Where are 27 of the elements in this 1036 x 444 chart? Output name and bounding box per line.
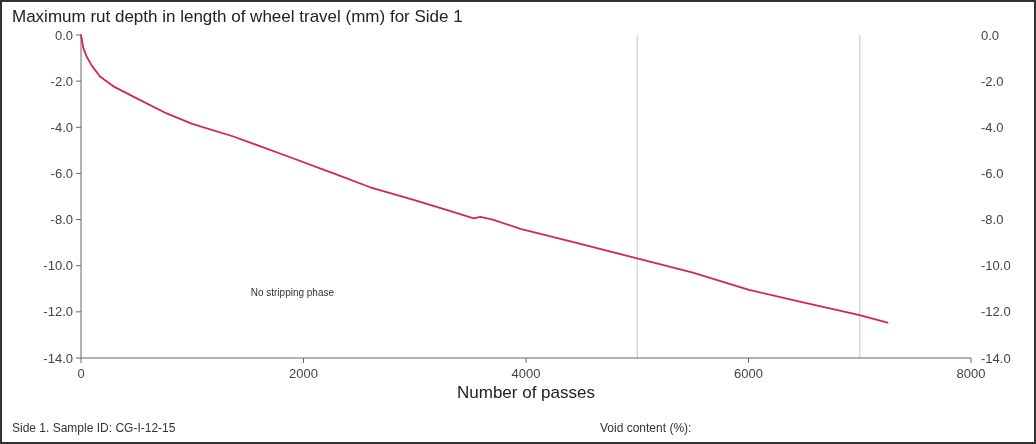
y-tick-label: -12.0	[43, 304, 73, 320]
y2-tick-label: -10.0	[981, 258, 1011, 274]
x-tick-label: 6000	[734, 366, 763, 381]
y2-tick-label: -4.0	[981, 119, 1004, 135]
y2-tick-label: -6.0	[981, 165, 1004, 181]
y2-tick-label: -2.0	[981, 73, 1004, 89]
y2-tick-label: 0.0	[981, 27, 1000, 43]
x-axis-title: Number of passes	[457, 383, 595, 402]
annotation: No stripping phase	[250, 286, 335, 298]
line-series	[80, 34, 889, 324]
y2-tick-label: -8.0	[981, 212, 1004, 228]
y-tick-label: -8.0	[50, 212, 73, 228]
chart-title: Maximum rut depth in length of wheel travel (mm) for Side 1	[12, 7, 463, 26]
x-tick-label: 4000	[511, 366, 541, 381]
text: Side 1. Sample ID: CG-I-12-15	[12, 421, 176, 435]
y-tick-label: -4.0	[50, 119, 73, 135]
y2-tick-label: -14.0	[981, 350, 1011, 366]
y2-tick-label: -12.0	[981, 304, 1011, 320]
y-tick-label: -14.0	[43, 350, 73, 366]
y-tick-label: -2.0	[50, 73, 73, 89]
y-tick-label: -10.0	[43, 258, 73, 274]
y-tick-label: 0.0	[54, 27, 73, 43]
x-tick-label: 8000	[956, 366, 986, 381]
x-tick-label: 0	[77, 366, 85, 381]
text: Void content (%):	[600, 421, 692, 435]
x-tick-label: 2000	[289, 366, 318, 381]
y-tick-label: -6.0	[50, 165, 73, 181]
